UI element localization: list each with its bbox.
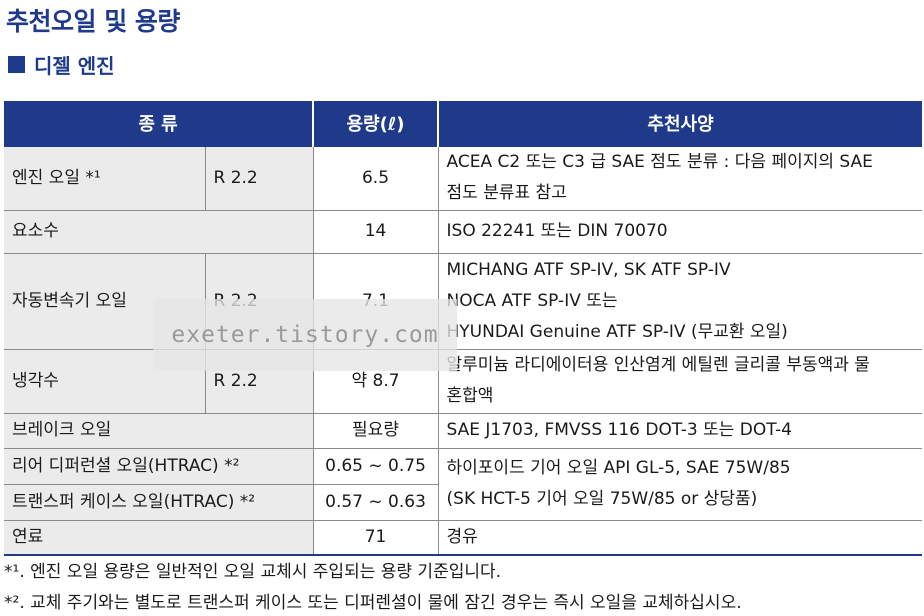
table-row: 리어 디퍼런셜 오일(HTRAC) *² 0.65 ~ 0.75 하이포이드 기… <box>4 447 923 521</box>
spec-line: (SK HCT-5 기어 오일 75W/85 or 상당품) <box>446 489 758 509</box>
table-row: 트랜스퍼 케이스 오일(HTRAC) *² 0.57 ~ 0.63 <box>4 483 922 521</box>
row-name: 냉각수 <box>4 348 206 414</box>
spec-line: 혼합액 <box>446 386 494 406</box>
row-capacity: 0.65 ~ 0.75 <box>312 447 439 485</box>
square-bullet-icon <box>8 55 25 73</box>
spec-line: 점도 분류표 참고 <box>446 183 567 204</box>
table-header-row: 종 류 용량(ℓ) 추천사양 <box>4 101 923 146</box>
row-name: 리어 디퍼런셜 오일(HTRAC) *² <box>4 447 314 485</box>
table-row: 브레이크 오일 필요량 SAE J1703, FMVSS 116 DOT-3 또… <box>4 412 923 449</box>
row-name: 브레이크 오일 <box>4 412 314 449</box>
spec-line: 하이포이드 기어 오일 API GL-5, SAE 75W/85 <box>446 458 791 478</box>
spec-line: NOCA ATF SP-IV 또는 <box>446 290 618 311</box>
spec-line: HYUNDAI Genuine ATF SP-IV (무교환 오일) <box>446 321 788 342</box>
spec-line: 알루미늄 라디에이터용 인산염계 에틸렌 글리콜 부동액과 물 <box>446 355 870 375</box>
row-name: 요소수 <box>4 209 314 254</box>
spec-line: MICHANG ATF SP-IV, SK ATF SP-IV <box>446 259 731 280</box>
footnote-1: *¹. 엔진 오일 용량은 일반적인 오일 교체시 주입되는 용량 기준입니다. <box>4 562 502 582</box>
watermark: exeter.tistory.com <box>153 299 457 371</box>
row-spec: ACEA C2 또는 C3 급 SAE 점도 분류 : 다음 페이지의 SAE … <box>437 145 923 211</box>
spec-line: ACEA C2 또는 C3 급 SAE 점도 분류 : 다음 페이지의 SAE <box>446 152 873 173</box>
row-capacity: 71 <box>312 519 439 556</box>
row-model: R 2.2 <box>204 145 314 211</box>
table-row: 엔진 오일 *¹ R 2.2 6.5 ACEA C2 또는 C3 급 SAE 점… <box>4 145 923 211</box>
footnote-2: *². 교체 주기와는 별도로 트랜스퍼 케이스 또는 디퍼렌셜이 물에 잠긴 … <box>4 593 742 613</box>
page-title: 추천오일 및 용량 <box>6 7 180 36</box>
row-capacity: 14 <box>312 209 439 254</box>
table-row: 자동변속기 오일 R 2.2 7.1 MICHANG ATF SP-IV, SK… <box>4 252 923 350</box>
section-title: 디젤 엔진 <box>8 50 115 78</box>
row-spec: 알루미늄 라디에이터용 인산염계 에틸렌 글리콜 부동액과 물 혼합액 <box>437 348 923 414</box>
row-name: 트랜스퍼 케이스 오일(HTRAC) *² <box>4 483 314 521</box>
row-capacity: 0.57 ~ 0.63 <box>312 483 439 521</box>
spec-table: 종 류 용량(ℓ) 추천사양 엔진 오일 *¹ R 2.2 6.5 ACEA C… <box>4 101 923 556</box>
row-spec: SAE J1703, FMVSS 116 DOT-3 또는 DOT-4 <box>437 412 923 449</box>
row-name: 엔진 오일 *¹ <box>4 145 206 211</box>
table-row: 요소수 14 ISO 22241 또는 DIN 70070 <box>4 209 923 254</box>
row-spec: 경유 <box>437 519 923 556</box>
row-name: 연료 <box>4 519 314 556</box>
row-spec: MICHANG ATF SP-IV, SK ATF SP-IV NOCA ATF… <box>437 252 923 350</box>
header-spec: 추천사양 <box>437 101 923 146</box>
row-capacity: 6.5 <box>312 145 439 211</box>
table-row: 냉각수 R 2.2 약 8.7 알루미늄 라디에이터용 인산염계 에틸렌 글리콜… <box>4 348 923 414</box>
table-row: 연료 71 경유 <box>4 519 923 556</box>
header-type: 종 류 <box>4 101 314 146</box>
header-capacity: 용량(ℓ) <box>312 101 439 146</box>
row-capacity: 필요량 <box>312 412 439 449</box>
section-title-text: 디젤 엔진 <box>34 53 115 78</box>
row-spec: ISO 22241 또는 DIN 70070 <box>437 209 923 254</box>
row-spec: 하이포이드 기어 오일 API GL-5, SAE 75W/85 (SK HCT… <box>437 447 923 521</box>
